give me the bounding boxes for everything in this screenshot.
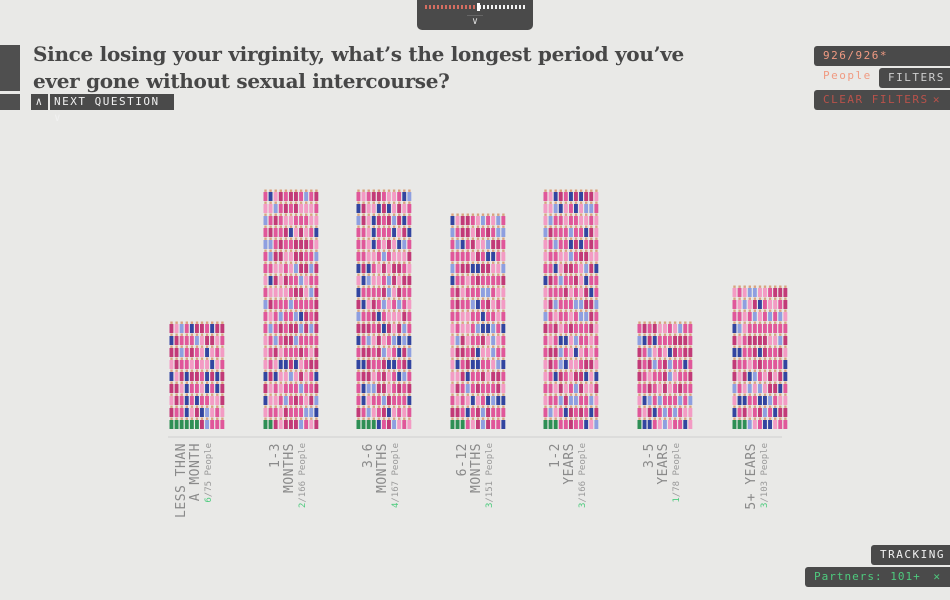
svg-text:MONTHS: MONTHS	[469, 443, 484, 493]
x-tick-label: 6-12 MONTHS	[455, 443, 484, 493]
partners-filter-chip[interactable]: Partners: 101+ ✕	[805, 567, 950, 587]
svg-text:3-5: 3-5	[642, 443, 657, 468]
svg-text:1-2: 1-2	[548, 443, 563, 468]
chevron-down-icon[interactable]: ∨	[467, 15, 483, 28]
bar-count-label: 3/103 People	[760, 443, 770, 508]
side-panel-tab-small[interactable]	[0, 94, 20, 110]
svg-text:1-3: 1-3	[268, 443, 283, 468]
svg-text:MONTHS: MONTHS	[375, 443, 390, 493]
bar-3[interactable]	[356, 189, 412, 430]
previous-question-button[interactable]: ∧	[31, 94, 48, 110]
next-question-button[interactable]: NEXT QUESTION ∨	[50, 94, 174, 124]
tracking-button[interactable]: TRACKING	[871, 545, 950, 565]
svg-text:YEARS: YEARS	[656, 443, 671, 485]
svg-text:6-12: 6-12	[455, 443, 470, 476]
bar-count-label: 6/75 People	[204, 443, 214, 503]
svg-text:5+ YEARS: 5+ YEARS	[744, 443, 759, 510]
filters-label: FILTERS	[888, 71, 945, 84]
next-question-label: NEXT QUESTION	[54, 95, 160, 108]
svg-text:A MONTH: A MONTH	[188, 443, 203, 501]
svg-text:YEARS: YEARS	[562, 443, 577, 485]
bar-count-label: 4/167 People	[391, 443, 401, 508]
x-tick-label: LESS THAN A MONTH	[174, 443, 203, 518]
bar-6[interactable]	[637, 321, 693, 430]
chevron-up-icon: ∧	[35, 95, 44, 108]
bar-count-label: 1/78 People	[672, 443, 682, 503]
question-progress-tab[interactable]: ∨	[417, 0, 533, 30]
bar-count-label: 2/166 People	[298, 443, 308, 508]
bar-4[interactable]	[450, 213, 506, 430]
clear-filters-label: CLEAR FILTERS	[823, 93, 929, 106]
x-tick-label: 1-3 MONTHS	[268, 443, 297, 493]
svg-text:3-6: 3-6	[361, 443, 376, 468]
tracking-label: TRACKING	[880, 548, 945, 561]
bar-5[interactable]	[543, 189, 599, 430]
x-tick-label: 3-6 MONTHS	[361, 443, 390, 493]
people-count-badge: 926/926* People	[814, 46, 950, 82]
x-tick-label: 5+ YEARS	[744, 443, 759, 510]
question-title: Since losing your virginity, what’s the …	[33, 42, 684, 93]
bar-2[interactable]	[263, 189, 319, 430]
side-panel-tab[interactable]	[0, 45, 20, 91]
clear-filters-button[interactable]: CLEAR FILTERS ✕	[814, 90, 950, 110]
people-count-label: 926/926* People	[823, 49, 888, 82]
close-icon: ✕	[932, 93, 941, 106]
question-progress-bar	[425, 3, 525, 11]
partners-filter-label: Partners: 101+	[814, 570, 921, 583]
bar-count-label: 3/166 People	[578, 443, 588, 508]
bar-7[interactable]	[732, 285, 788, 430]
close-icon: ✕	[933, 570, 941, 583]
filters-button[interactable]: FILTERS	[879, 68, 950, 88]
bar-count-label: 3/151 People	[485, 443, 495, 508]
chevron-down-icon: ∨	[54, 111, 61, 124]
svg-text:LESS THAN: LESS THAN	[174, 443, 189, 518]
svg-text:MONTHS: MONTHS	[282, 443, 297, 493]
bar-1[interactable]	[169, 321, 225, 430]
x-tick-label: 1-2 YEARS	[548, 443, 577, 485]
x-tick-label: 3-5 YEARS	[642, 443, 671, 485]
